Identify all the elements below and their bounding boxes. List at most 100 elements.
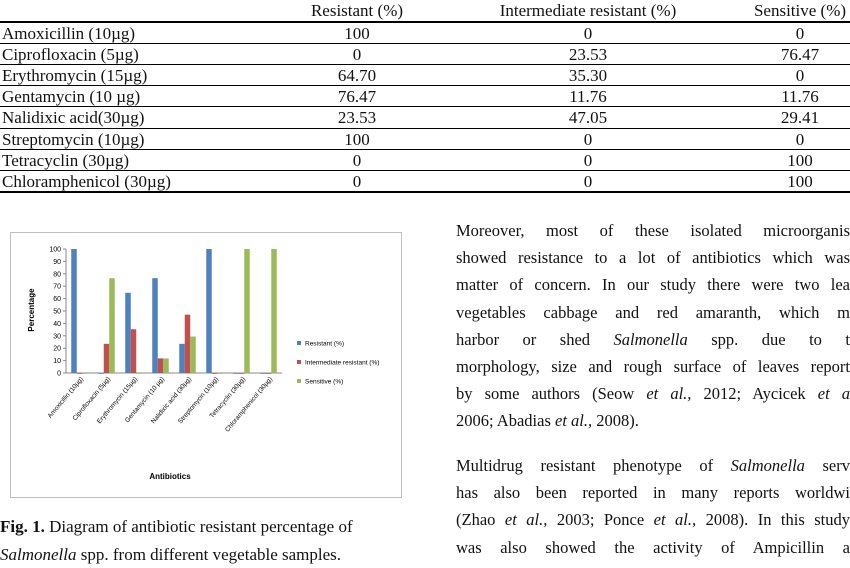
- cell: 0: [795, 66, 805, 86]
- rule: [0, 169, 850, 171]
- y-tick-label: 10: [53, 358, 61, 365]
- caption-line: Fig. 1. Diagram of antibiotic resistant …: [0, 515, 353, 539]
- rule: [0, 190, 850, 193]
- bar: [136, 373, 142, 374]
- bar: [152, 278, 158, 373]
- bar: [179, 343, 185, 373]
- rule: [0, 127, 850, 129]
- cell: 11.76: [569, 87, 607, 107]
- bar: [260, 373, 266, 374]
- text-run: Multidrug resistant phenotype of: [456, 456, 731, 475]
- text-run: showed resistance to a lot of antibiotic…: [456, 248, 850, 268]
- text-run: Salmonella: [730, 456, 805, 475]
- bar: [125, 292, 131, 373]
- y-tick-label: 0: [57, 371, 61, 378]
- text-line: harbor or shed Salmonella spp. due to t: [456, 329, 850, 351]
- cell: 29.41: [780, 108, 820, 128]
- bar: [109, 278, 115, 373]
- bar: [103, 343, 110, 373]
- row-label: Gentamycin (10 µg): [2, 87, 141, 107]
- text-run: 2003; Ponce: [547, 510, 654, 530]
- cell: 76.47: [337, 87, 377, 107]
- column-header: Sensitive (%): [753, 1, 847, 20]
- text-line: morphology, size and rough surface of le…: [456, 356, 850, 378]
- row-label: Streptomycin (10µg): [2, 129, 145, 149]
- text-line: was also showed the activity of Ampicill…: [456, 537, 850, 559]
- cell: 0: [583, 24, 593, 43]
- row-label: Nalidixic acid(30µg): [2, 108, 145, 128]
- cell: 0: [583, 171, 593, 191]
- text-run: serv: [804, 456, 850, 475]
- legend-swatch: [297, 379, 301, 383]
- cell: 35.30: [568, 66, 608, 86]
- cell: 64.70: [337, 66, 377, 86]
- cell: 0: [352, 171, 362, 191]
- text-run: spp. from different vegetable samples.: [76, 545, 342, 564]
- y-tick-label: 30: [53, 333, 61, 340]
- bar: [184, 314, 191, 373]
- text-line: by some authors (Seow et al., 2012; Ayci…: [456, 383, 850, 405]
- y-tick-label: 50: [53, 309, 61, 316]
- body-text: Moreover, most of these isolated microor…: [456, 0, 850, 568]
- text-run: Salmonella: [0, 545, 77, 564]
- text-run: morphology, size and rough surface of le…: [456, 357, 850, 376]
- y-tick-label: 80: [53, 271, 61, 278]
- cell: 0: [583, 150, 593, 170]
- bar: [211, 373, 218, 374]
- rule: [0, 148, 850, 150]
- bar: [265, 373, 272, 374]
- text-run: et al.,: [555, 411, 593, 431]
- bar: [190, 336, 196, 373]
- cell: 23.53: [337, 108, 377, 128]
- text-run: has also been reported in many reports w…: [456, 483, 850, 503]
- row-label: Erythromycin (15µg): [2, 66, 148, 86]
- cell: 47.05: [568, 108, 608, 128]
- text-run: et a: [817, 384, 850, 404]
- bar: [82, 373, 88, 374]
- cell: 100: [787, 171, 813, 191]
- cell: 11.76: [781, 87, 819, 107]
- text-run: spp. due to t: [687, 329, 850, 349]
- text-run: 2008).: [592, 411, 639, 431]
- text-line: has also been reported in many reports w…: [456, 482, 850, 504]
- y-tick-label: 90: [53, 259, 61, 266]
- chart-figure: Antibiotics Percentage 0 10 20 30 40 50 60 70 80…: [10, 232, 402, 498]
- row-label: Tetracyclin (30µg): [2, 150, 130, 170]
- text-run: was also showed the activity of Ampicill…: [456, 537, 850, 557]
- rule: [0, 43, 850, 45]
- text-run: 2012; Aycicek: [691, 384, 818, 404]
- bar: [76, 373, 83, 374]
- cell: 100: [344, 24, 370, 43]
- bar: [71, 249, 77, 373]
- bar: [271, 249, 277, 373]
- cell: 100: [787, 150, 813, 170]
- row-label: Chloramphenicol (30µg): [2, 171, 171, 191]
- legend-label: Sensitive (%): [305, 379, 343, 386]
- bar: [217, 373, 223, 374]
- bar: [98, 373, 104, 374]
- text-line: Moreover, most of these isolated microor…: [456, 220, 850, 242]
- text-run: Moreover, most of these isolated microor…: [456, 221, 850, 240]
- bar: [163, 358, 169, 373]
- text-line: matter of concern. In our study there we…: [456, 274, 850, 296]
- text-run: et al.,: [646, 384, 692, 404]
- bar: [244, 249, 250, 373]
- cell: 0: [795, 129, 805, 149]
- bar: [233, 373, 239, 374]
- text-run: matter of concern. In our study there we…: [456, 275, 850, 295]
- row-label: Ciprofloxacin (5µg): [2, 45, 139, 65]
- text-run: 2006; Abadias: [456, 411, 555, 431]
- cell: 23.53: [568, 45, 608, 65]
- bar: [157, 358, 164, 373]
- column-header: Intermediate resistant (%): [499, 1, 677, 20]
- y-tick-label: 40: [53, 321, 61, 328]
- text-line: showed resistance to a lot of antibiotic…: [456, 247, 850, 269]
- legend-label: Resistant (%): [305, 341, 344, 348]
- cell: 0: [352, 45, 362, 65]
- y-tick-label: 70: [53, 284, 61, 291]
- bar: [130, 329, 137, 373]
- text-line: Multidrug resistant phenotype of Salmone…: [456, 455, 850, 477]
- y-tick-label: 60: [53, 296, 61, 303]
- text-line: 2006; Abadias et al., 2008).: [456, 410, 850, 432]
